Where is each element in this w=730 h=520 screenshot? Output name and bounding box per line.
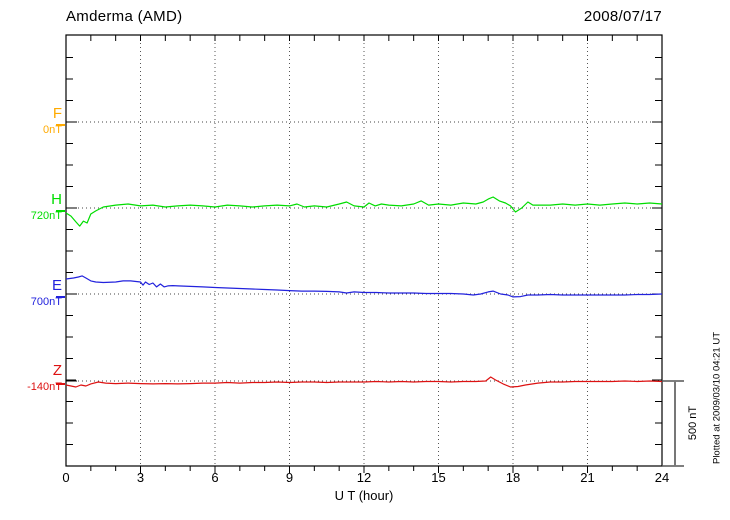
- component-baseline-value: 700nT: [30, 296, 62, 308]
- component-letter: H: [51, 191, 62, 208]
- component-label-e: E 700nT: [0, 277, 62, 308]
- x-tick-label: 3: [136, 470, 145, 485]
- x-axis-title: U T (hour): [334, 488, 394, 503]
- x-tick-label: 9: [285, 470, 294, 485]
- trace-Z: [65, 376, 663, 388]
- plotted-at-note: Plotted at 2009/03/10 04:21 UT: [711, 331, 723, 465]
- component-baseline-value: -140nT: [27, 381, 62, 393]
- scale-bar-label: 500 nT: [687, 405, 699, 441]
- x-tick-label: 12: [356, 470, 372, 485]
- component-label-h: H 720nT: [0, 191, 62, 222]
- plot-date: 2008/07/17: [583, 8, 662, 25]
- component-label-f: F 0nT: [0, 105, 62, 136]
- component-letter: Z: [52, 362, 62, 379]
- component-baseline-value: 720nT: [30, 210, 62, 222]
- trace-E: [65, 275, 663, 298]
- component-letter: F: [52, 105, 62, 122]
- x-tick-label: 24: [654, 470, 670, 485]
- x-tick-label: 15: [431, 470, 446, 485]
- x-tick-label: 0: [62, 470, 70, 485]
- component-baseline-value: 0nT: [43, 124, 62, 136]
- component-label-z: Z -140nT: [0, 362, 62, 393]
- trace-H: [65, 196, 663, 227]
- x-tick-label: 21: [580, 470, 595, 485]
- page-title: Amderma (AMD): [66, 8, 183, 25]
- x-tick-label: 18: [505, 470, 521, 485]
- x-tick-label: 6: [211, 470, 219, 485]
- component-letter: E: [51, 277, 62, 294]
